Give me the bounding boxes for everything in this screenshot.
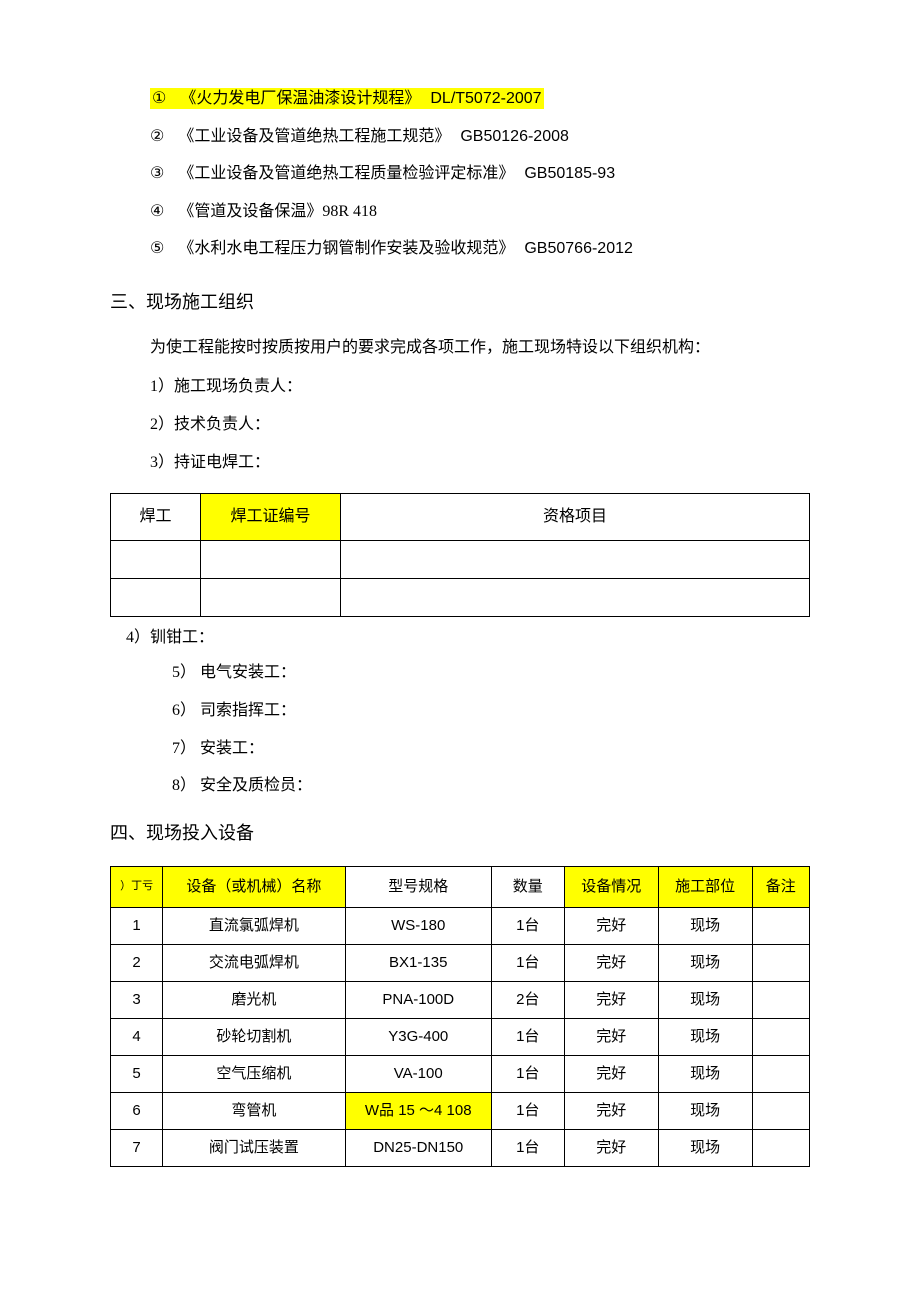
- equip-loc: 现场: [658, 1092, 752, 1129]
- org-item: 2）技术负责人：: [150, 412, 810, 438]
- equip-note: [752, 1092, 809, 1129]
- table-header-row: ）丁亏 设备（或机械）名称 型号规格 数量 设备情况 施工部位 备注: [111, 866, 810, 907]
- equip-qty: 1台: [491, 1055, 564, 1092]
- welders-header-qual: 资格项目: [341, 494, 810, 541]
- standard-item: ①《火力发电厂保温油漆设计规程》DL/T5072-2007: [150, 80, 810, 118]
- equip-seq: 6: [111, 1092, 163, 1129]
- standard-item: ④《管道及设备保温》98R 418: [150, 193, 810, 231]
- equip-name: 直流氯弧焊机: [163, 907, 346, 944]
- equip-header-note: 备注: [752, 866, 809, 907]
- equip-cond: 完好: [564, 907, 658, 944]
- section4-heading: 四、现场投入设备: [110, 819, 810, 848]
- standard-item: ②《工业设备及管道绝热工程施工规范》GB50126-2008: [150, 118, 810, 156]
- equip-loc: 现场: [658, 1055, 752, 1092]
- equip-cond: 完好: [564, 1018, 658, 1055]
- equip-model: VA-100: [345, 1055, 491, 1092]
- equip-name: 弯管机: [163, 1092, 346, 1129]
- equip-cond: 完好: [564, 1092, 658, 1129]
- equip-name: 阀门试压装置: [163, 1129, 346, 1166]
- equip-name: 空气压缩机: [163, 1055, 346, 1092]
- org-item: 6） 司索指挥工：: [172, 698, 810, 724]
- table-row: 6弯管机W品 15 〜4 1081台完好现场: [111, 1092, 810, 1129]
- equip-model: WS-180: [345, 907, 491, 944]
- org-item: 7） 安装工：: [172, 736, 810, 762]
- equip-model: Y3G-400: [345, 1018, 491, 1055]
- equip-seq: 2: [111, 944, 163, 981]
- equip-note: [752, 981, 809, 1018]
- table-row: 4砂轮切割机Y3G-4001台完好现场: [111, 1018, 810, 1055]
- equip-seq: 1: [111, 907, 163, 944]
- equip-qty: 1台: [491, 944, 564, 981]
- welders-header-welder: 焊工: [111, 494, 201, 541]
- equip-loc: 现场: [658, 907, 752, 944]
- equip-note: [752, 1055, 809, 1092]
- equip-qty: 1台: [491, 1129, 564, 1166]
- standards-list: ①《火力发电厂保温油漆设计规程》DL/T5072-2007②《工业设备及管道绝热…: [110, 80, 810, 268]
- section3-intro: 为使工程能按时按质按用户的要求完成各项工作，施工现场特设以下组织机构：: [150, 335, 810, 361]
- equip-seq: 5: [111, 1055, 163, 1092]
- equip-seq: 3: [111, 981, 163, 1018]
- equip-header-qty: 数量: [491, 866, 564, 907]
- equip-seq: 7: [111, 1129, 163, 1166]
- equip-model: PNA-100D: [345, 981, 491, 1018]
- equip-cond: 完好: [564, 944, 658, 981]
- equip-qty: 1台: [491, 1018, 564, 1055]
- table-row: 1直流氯弧焊机WS-1801台完好现场: [111, 907, 810, 944]
- equip-loc: 现场: [658, 944, 752, 981]
- equip-header-cond: 设备情况: [564, 866, 658, 907]
- equip-name: 交流电弧焊机: [163, 944, 346, 981]
- equip-header-model: 型号规格: [345, 866, 491, 907]
- equip-qty: 1台: [491, 907, 564, 944]
- equip-name: 磨光机: [163, 981, 346, 1018]
- equip-model: DN25-DN150: [345, 1129, 491, 1166]
- standard-item: ⑤《水利水电工程压力钢管制作安装及验收规范》GB50766-2012: [150, 230, 810, 268]
- org-item: 1）施工现场负责人：: [150, 374, 810, 400]
- section3-heading: 三、现场施工组织: [110, 288, 810, 317]
- org-item: 8） 安全及质检员：: [172, 773, 810, 799]
- table-row: [111, 578, 810, 616]
- table-row: 5空气压缩机VA-1001台完好现场: [111, 1055, 810, 1092]
- welders-table: 焊工 焊工证编号 资格项目: [110, 493, 810, 617]
- org-item: 5） 电气安装工：: [172, 660, 810, 686]
- table-row: 7阀门试压装置DN25-DN1501台完好现场: [111, 1129, 810, 1166]
- section3-item4: 4）钏钳工：: [126, 625, 810, 651]
- table-row: 2交流电弧焊机BX1-1351台完好现场: [111, 944, 810, 981]
- table-header-row: 焊工 焊工证编号 资格项目: [111, 494, 810, 541]
- equip-cond: 完好: [564, 981, 658, 1018]
- equip-loc: 现场: [658, 1129, 752, 1166]
- equipment-table: ）丁亏 设备（或机械）名称 型号规格 数量 设备情况 施工部位 备注 1直流氯弧…: [110, 866, 810, 1167]
- equip-name: 砂轮切割机: [163, 1018, 346, 1055]
- equip-qty: 2台: [491, 981, 564, 1018]
- equip-note: [752, 944, 809, 981]
- standard-item: ③《工业设备及管道绝热工程质量检验评定标准》GB50185-93: [150, 155, 810, 193]
- equip-note: [752, 1129, 809, 1166]
- equip-header-seq: ）丁亏: [111, 866, 163, 907]
- welders-header-cert: 焊工证编号: [201, 494, 341, 541]
- equip-loc: 现场: [658, 981, 752, 1018]
- equip-model: W品 15 〜4 108: [345, 1092, 491, 1129]
- equip-header-loc: 施工部位: [658, 866, 752, 907]
- table-row: [111, 540, 810, 578]
- equip-loc: 现场: [658, 1018, 752, 1055]
- equip-header-name: 设备（或机械）名称: [163, 866, 346, 907]
- org-item: 3）持证电焊工：: [150, 450, 810, 476]
- equip-model: BX1-135: [345, 944, 491, 981]
- equip-cond: 完好: [564, 1055, 658, 1092]
- equip-note: [752, 907, 809, 944]
- table-row: 3磨光机PNA-100D2台完好现场: [111, 981, 810, 1018]
- equip-qty: 1台: [491, 1092, 564, 1129]
- equip-cond: 完好: [564, 1129, 658, 1166]
- equip-note: [752, 1018, 809, 1055]
- equip-seq: 4: [111, 1018, 163, 1055]
